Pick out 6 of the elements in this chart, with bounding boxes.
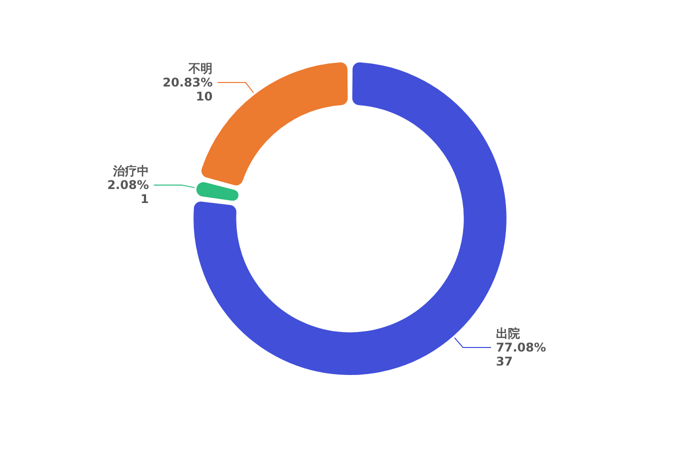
slice-label: 治疗中 — [112, 164, 149, 178]
slice-label: 不明 — [188, 62, 213, 76]
data-label: 77.08% 37 — [496, 340, 546, 368]
data-label: 2.08% 1 — [107, 178, 149, 206]
data-label: 20.83% 10 — [162, 76, 213, 104]
slice-label: 出院 — [496, 326, 520, 340]
